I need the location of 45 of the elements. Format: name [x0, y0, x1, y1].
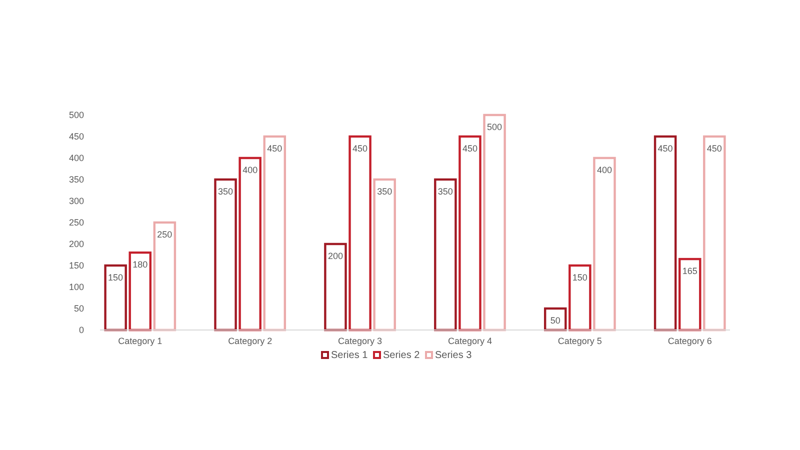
bar [678, 258, 702, 332]
data-label: 450 [267, 144, 282, 154]
legend-label: Series 2 [383, 350, 420, 361]
x-tick-label: Category 4 [448, 336, 492, 346]
bar [128, 252, 152, 332]
legend-label: Series 1 [331, 350, 368, 361]
data-label: 180 [132, 260, 148, 270]
data-label: 350 [438, 186, 453, 196]
y-tick-label: 50 [74, 304, 84, 314]
data-label: 350 [218, 186, 234, 196]
y-tick-label: 100 [68, 282, 84, 292]
bar [703, 135, 726, 332]
data-label: 450 [706, 144, 722, 154]
bar [104, 264, 127, 332]
data-label: 400 [596, 165, 612, 175]
x-tick-label: Category 1 [118, 336, 162, 346]
data-label: 150 [572, 272, 588, 282]
data-label: 165 [682, 266, 698, 276]
bar [153, 221, 176, 332]
x-tick-label: Category 6 [668, 336, 712, 346]
legend-label: Series 3 [435, 350, 472, 361]
y-tick-label: 0 [78, 325, 84, 335]
x-tick-label: Category 3 [338, 336, 382, 346]
y-tick-label: 150 [68, 260, 84, 270]
y-tick-label: 400 [68, 153, 84, 163]
data-label: 500 [487, 122, 502, 132]
y-tick-label: 350 [68, 174, 84, 184]
data-label: 450 [462, 144, 478, 154]
x-tick-label: Category 2 [228, 336, 272, 346]
bar [654, 135, 677, 332]
y-tick-label: 250 [68, 218, 84, 228]
data-label: 200 [328, 251, 343, 261]
data-label: 350 [377, 186, 392, 196]
y-tick-label: 500 [68, 110, 84, 120]
bar [263, 135, 286, 332]
data-label: 450 [658, 144, 673, 154]
data-label: 250 [157, 230, 172, 240]
x-tick-label: Category 5 [558, 336, 602, 346]
y-tick-label: 450 [68, 132, 84, 142]
y-tick-label: 300 [68, 196, 84, 206]
data-label: 50 [550, 316, 560, 326]
data-label: 400 [242, 165, 258, 175]
data-label: 450 [352, 144, 368, 154]
y-tick-label: 200 [68, 239, 84, 249]
data-label: 150 [108, 272, 124, 282]
